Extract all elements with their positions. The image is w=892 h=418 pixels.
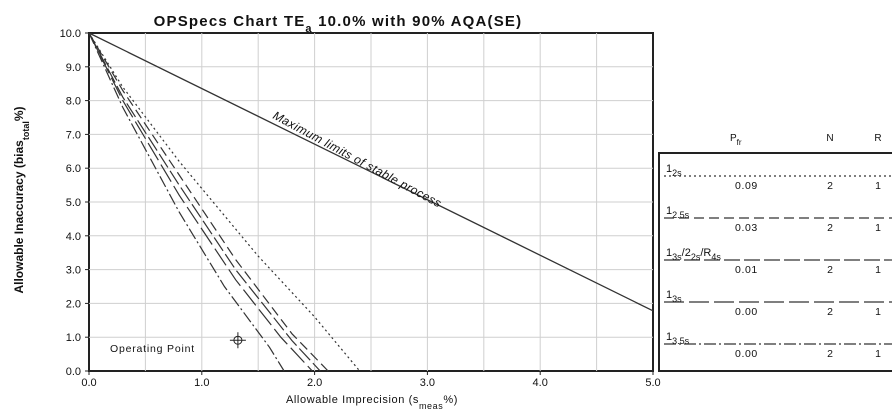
legend-rule-sub: 2.5s: [672, 210, 690, 220]
legend-r-value: 1: [875, 264, 881, 276]
y-tick-label: 2.0: [66, 298, 81, 310]
curve-s4: [88, 32, 313, 372]
y-tick-label: 9.0: [66, 62, 81, 74]
y-tick-label: 7.0: [66, 129, 81, 141]
y-tick-label: 1.0: [66, 332, 81, 344]
y-tick-label: 10.0: [60, 28, 81, 40]
grid-lines: [89, 33, 653, 371]
y-tick-label: 5.0: [66, 197, 81, 209]
legend-rule-s5: 13.5s: [666, 331, 690, 346]
legend-box: [658, 152, 892, 372]
legend-pfr-value: 0.09: [735, 180, 758, 192]
legend-header-pfr: Pfr: [730, 133, 742, 147]
legend-n-value: 2: [827, 348, 833, 360]
legend-n-value: 2: [827, 222, 833, 234]
legend-rule-part: 1: [666, 331, 672, 343]
curve-s1: [88, 32, 361, 372]
legend-rule-s4: 13s: [666, 289, 682, 304]
y-axis-label-rest: %): [12, 106, 26, 121]
y-tick-label: 6.0: [66, 163, 81, 175]
legend-pfr-value: 0.00: [735, 306, 758, 318]
legend-r-value: 1: [875, 180, 881, 192]
max-limit-line: [88, 32, 654, 312]
x-tick-label: 3.0: [420, 377, 435, 389]
legend-r-value: 1: [875, 348, 881, 360]
curve-s5: [88, 32, 285, 372]
y-tick-label: 3.0: [66, 265, 81, 277]
operating-point-label: Operating Point: [110, 343, 195, 355]
legend-rule-s1: 12s: [666, 163, 682, 178]
legend-header-pfr-sub: fr: [737, 138, 742, 147]
x-tick-label: 1.0: [194, 377, 209, 389]
legend-rule-part: 1: [666, 247, 672, 259]
legend-rule-part: /2: [682, 247, 691, 259]
y-axis-label-main: Allowable Inaccuracy (bias: [12, 140, 26, 294]
legend-rule-sub: 2s: [672, 168, 682, 178]
chart-title-main: OPSpecs Chart TE: [154, 13, 306, 30]
x-axis-ticks: 0.0 1.0 2.0 3.0 4.0 5.0: [81, 371, 661, 389]
legend-header-n: N: [826, 133, 833, 144]
x-tick-label: 5.0: [645, 377, 660, 389]
legend-n-value: 2: [827, 306, 833, 318]
legend-rule-sub: 4s: [711, 252, 721, 262]
legend-n-value: 2: [827, 264, 833, 276]
chart-title: OPSpecs Chart TEa 10.0% with 90% AQA(SE): [154, 13, 523, 35]
x-tick-label: 4.0: [533, 377, 548, 389]
x-axis-label-rest: %): [443, 394, 458, 406]
x-axis-label-main: Allowable Imprecision (s: [286, 394, 419, 406]
legend-n-value: 2: [827, 180, 833, 192]
legend-rule-part: 1: [666, 205, 672, 217]
opspecs-curves: [88, 32, 361, 372]
legend-rule-part: 1: [666, 163, 672, 175]
y-axis-ticks: 0.0 1.0 2.0 3.0 4.0 5.0 6.0 7.0 8.0 9.0 10.0: [60, 28, 89, 378]
legend-rule-part: /R: [700, 247, 711, 259]
legend-rule-sub: 3.5s: [672, 336, 690, 346]
y-tick-label: 0.0: [66, 366, 81, 378]
legend-pfr-value: 0.01: [735, 264, 758, 276]
y-tick-label: 4.0: [66, 231, 81, 243]
curve-s3: [88, 32, 321, 372]
legend-pfr-value: 0.03: [735, 222, 758, 234]
operating-point-marker: [229, 332, 246, 349]
legend-header-r: R: [874, 133, 881, 144]
y-tick-label: 8.0: [66, 96, 81, 108]
x-axis-label-sub: meas: [419, 401, 443, 411]
x-axis-label: Allowable Imprecision (smeas%): [286, 394, 458, 411]
chart-title-rest: 10.0% with 90% AQA(SE): [313, 13, 523, 30]
legend-rule-sub: 3s: [672, 294, 682, 304]
legend-r-value: 1: [875, 306, 881, 318]
legend-pfr-value: 0.00: [735, 348, 758, 360]
x-tick-label: 0.0: [81, 377, 96, 389]
legend-header-pfr-main: P: [730, 133, 737, 144]
curve-s2: [88, 32, 329, 372]
x-tick-label: 2.0: [307, 377, 322, 389]
legend-rule-sub: 2s: [691, 252, 701, 262]
chart-title-sub: a: [305, 23, 312, 35]
legend-r-value: 1: [875, 222, 881, 234]
legend-rule-sub: 3s: [672, 252, 682, 262]
y-axis-label-sub: total: [21, 121, 31, 140]
y-axis-label: Allowable Inaccuracy (biastotal%): [12, 106, 31, 293]
legend-rule-s3: 13s/22s/R4s: [666, 247, 721, 262]
legend-rule-s2: 12.5s: [666, 205, 690, 220]
legend-rule-part: 1: [666, 289, 672, 301]
